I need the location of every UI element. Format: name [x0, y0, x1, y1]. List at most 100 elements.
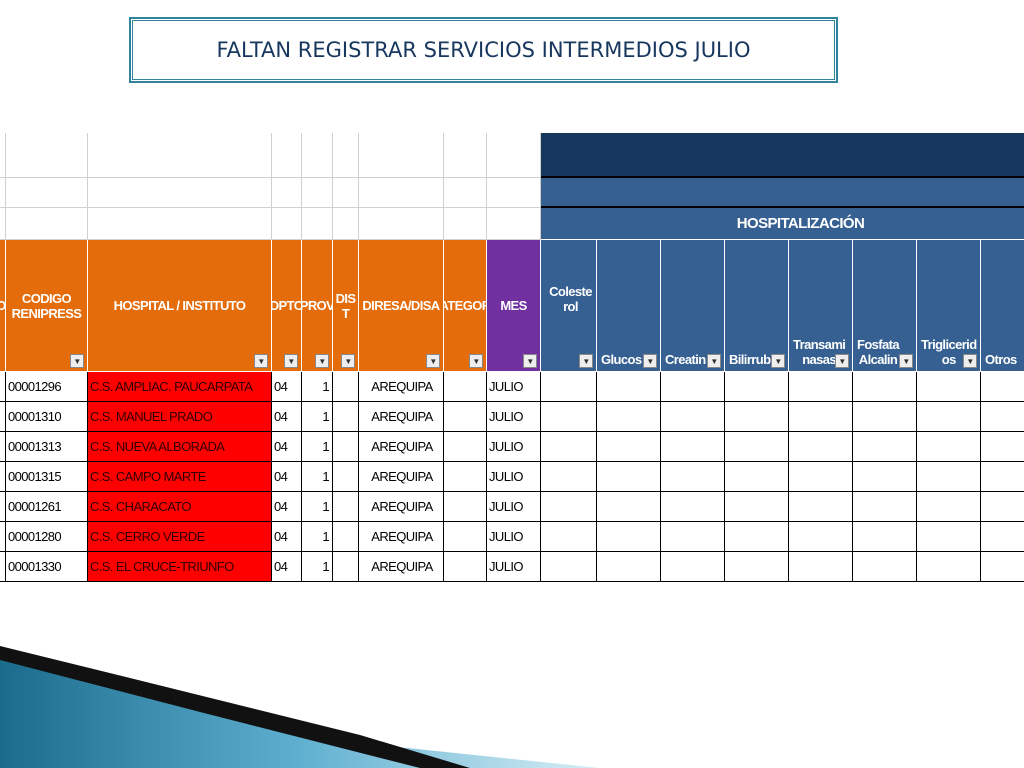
data-cell: 00001296 — [6, 372, 88, 402]
empty-cell — [272, 178, 302, 208]
empty-cell — [487, 208, 541, 240]
data-cell: 1 — [302, 552, 333, 582]
column-header: Coleste rol ▼ — [541, 240, 597, 372]
empty-cell — [541, 402, 597, 432]
filter-button[interactable]: ▼ — [70, 354, 84, 368]
empty-cell — [597, 522, 661, 552]
empty-cell — [444, 402, 487, 432]
empty-cell — [333, 208, 359, 240]
empty-cell — [333, 492, 359, 522]
filter-button[interactable]: ▼ — [284, 354, 298, 368]
empty-cell — [359, 208, 444, 240]
empty-cell — [541, 522, 597, 552]
empty-cell — [597, 492, 661, 522]
data-cell: C.S. CAMPO MARTE — [88, 462, 272, 492]
filter-button[interactable]: ▼ — [643, 354, 657, 368]
data-cell: AREQUIPA — [359, 432, 444, 462]
empty-cell — [725, 492, 789, 522]
band-blue — [541, 178, 1024, 208]
data-cell: 00001315 — [6, 462, 88, 492]
slide-title: FALTAN REGISTRAR SERVICIOS INTERMEDIOS J… — [129, 17, 838, 83]
empty-cell — [917, 552, 981, 582]
filter-button[interactable]: ▼ — [771, 354, 785, 368]
empty-cell — [789, 462, 853, 492]
empty-cell — [917, 462, 981, 492]
column-header: DIS T ▼ — [333, 240, 359, 372]
data-cell: JULIO — [487, 522, 541, 552]
empty-cell — [725, 462, 789, 492]
empty-cell — [333, 372, 359, 402]
data-cell: 00001261 — [6, 492, 88, 522]
empty-cell — [853, 552, 917, 582]
empty-cell — [541, 432, 597, 462]
data-cell: 00001313 — [6, 432, 88, 462]
empty-cell — [444, 552, 487, 582]
empty-cell — [444, 208, 487, 240]
column-header: ATEGOR▼ — [444, 240, 487, 372]
data-cell: AREQUIPA — [359, 522, 444, 552]
empty-cell — [333, 462, 359, 492]
empty-cell — [0, 522, 6, 552]
spreadsheet: HOSPITALIZACIÓN O.CODIGO RENIPRESS▼HOSPIT… — [0, 133, 1024, 593]
empty-cell — [789, 552, 853, 582]
filter-button[interactable]: ▼ — [835, 354, 849, 368]
column-header: O. — [0, 240, 6, 372]
empty-cell — [0, 133, 6, 178]
data-cell: 1 — [302, 432, 333, 462]
data-cell: 04 — [272, 492, 302, 522]
data-cell: 04 — [272, 402, 302, 432]
filter-button[interactable]: ▼ — [341, 354, 355, 368]
column-header: Creatin ▼ — [661, 240, 725, 372]
empty-cell — [725, 432, 789, 462]
filter-button[interactable]: ▼ — [426, 354, 440, 368]
column-header: DPTO▼ — [272, 240, 302, 372]
empty-cell — [789, 522, 853, 552]
empty-cell — [917, 402, 981, 432]
data-cell: JULIO — [487, 402, 541, 432]
empty-cell — [853, 462, 917, 492]
empty-cell — [853, 432, 917, 462]
empty-cell — [597, 552, 661, 582]
empty-cell — [789, 402, 853, 432]
empty-cell — [661, 462, 725, 492]
filter-button[interactable]: ▼ — [707, 354, 721, 368]
filter-button[interactable]: ▼ — [469, 354, 483, 368]
empty-cell — [853, 402, 917, 432]
empty-cell — [981, 522, 1024, 552]
empty-cell — [981, 372, 1024, 402]
empty-cell — [725, 402, 789, 432]
data-cell: JULIO — [487, 462, 541, 492]
wave-edge — [0, 646, 470, 768]
data-cell: 1 — [302, 492, 333, 522]
empty-cell — [444, 178, 487, 208]
empty-cell — [981, 552, 1024, 582]
empty-cell — [789, 372, 853, 402]
empty-cell — [6, 208, 88, 240]
filter-button[interactable]: ▼ — [899, 354, 913, 368]
filter-button[interactable]: ▼ — [579, 354, 593, 368]
column-header: Fosfata Alcalin ▼ — [853, 240, 917, 372]
empty-cell — [0, 402, 6, 432]
empty-cell — [333, 432, 359, 462]
data-cell: 1 — [302, 402, 333, 432]
empty-cell — [88, 133, 272, 178]
data-cell: JULIO — [487, 552, 541, 582]
filter-button[interactable]: ▼ — [963, 354, 977, 368]
data-cell: AREQUIPA — [359, 372, 444, 402]
empty-cell — [302, 178, 333, 208]
empty-cell — [541, 492, 597, 522]
data-cell: 00001280 — [6, 522, 88, 552]
data-cell: JULIO — [487, 372, 541, 402]
column-header: MES ▼ — [487, 240, 541, 372]
empty-cell — [0, 178, 6, 208]
empty-cell — [444, 372, 487, 402]
column-header: Triglicerid os ▼ — [917, 240, 981, 372]
data-cell: AREQUIPA — [359, 552, 444, 582]
empty-cell — [725, 372, 789, 402]
filter-button[interactable]: ▼ — [315, 354, 329, 368]
empty-cell — [541, 462, 597, 492]
filter-button[interactable]: ▼ — [254, 354, 268, 368]
filter-button[interactable]: ▼ — [523, 354, 537, 368]
empty-cell — [333, 178, 359, 208]
empty-cell — [0, 432, 6, 462]
